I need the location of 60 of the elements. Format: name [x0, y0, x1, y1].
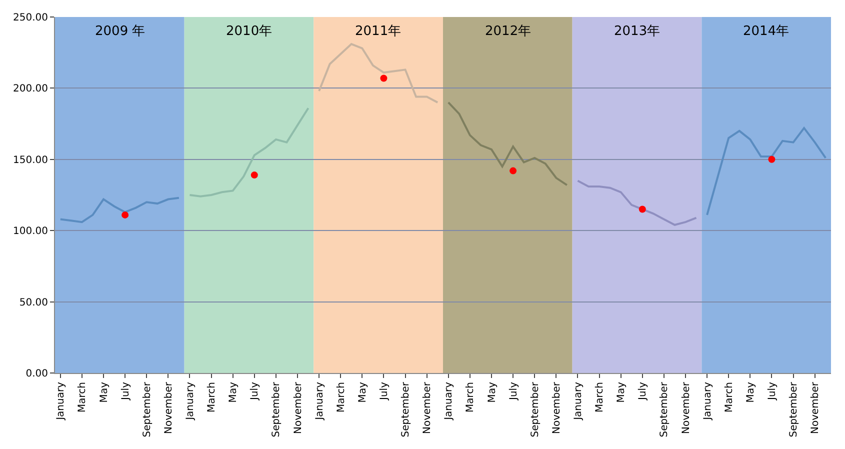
x-tick-label: May: [98, 382, 110, 403]
y-tick-label: 0.00: [26, 368, 48, 380]
x-tick-label: September: [659, 381, 670, 438]
line-series: [576, 180, 698, 226]
x-tick-label: July: [766, 382, 778, 401]
line-series: [188, 107, 310, 198]
y-tick-label: 50.00: [19, 297, 48, 308]
x-tick-label: March: [206, 382, 218, 412]
annotation: 2009 年: [95, 24, 146, 39]
x-tick-label: November: [810, 381, 822, 434]
line-series: [706, 127, 827, 216]
x-tick-label: March: [336, 382, 347, 412]
x-tick-label: May: [616, 382, 628, 403]
x-tick-label: July: [638, 382, 649, 401]
x-tick-label: March: [77, 382, 88, 412]
x-tick-label: November: [422, 381, 434, 434]
x-tick-label: September: [400, 381, 412, 438]
x-tick-label: November: [680, 381, 692, 434]
point: [122, 211, 129, 218]
point: [638, 206, 646, 213]
annotation: 2014年: [743, 24, 790, 39]
line-series: [59, 196, 180, 224]
point: [380, 74, 388, 82]
x-tick-label: September: [788, 381, 800, 438]
point: [768, 156, 776, 163]
x-tick-label: May: [228, 382, 240, 403]
x-tick-label: July: [508, 382, 520, 401]
x-tick-label: May: [745, 382, 756, 403]
x-tick-label: November: [163, 381, 174, 434]
x-tick-label: November: [551, 381, 562, 434]
annotation: 2013年: [614, 24, 660, 39]
x-tick-label: March: [594, 382, 606, 412]
x-tick-label: September: [142, 381, 153, 438]
x-tick-label: March: [724, 382, 735, 412]
y-tick-label: 100.00: [13, 226, 48, 238]
x-tick-label: September: [271, 381, 282, 438]
x-tick-label: May: [486, 382, 498, 403]
x-tick-label: January: [444, 382, 455, 421]
point: [250, 172, 258, 179]
x-tick-label: January: [572, 382, 584, 421]
annotation: 2011年: [355, 24, 402, 39]
x-tick-label: July: [250, 382, 261, 401]
x-tick-label: November: [292, 381, 304, 434]
x-tick-label: January: [184, 382, 196, 421]
annotation: 2010年: [226, 24, 272, 39]
point: [510, 167, 517, 174]
annotation: 2012年: [485, 24, 532, 39]
x-tick-label: July: [378, 382, 390, 401]
y-tick-label: 150.00: [13, 154, 48, 166]
x-tick-label: July: [120, 382, 132, 401]
x-tick-label: March: [465, 382, 476, 412]
x-tick-label: September: [530, 381, 541, 438]
x-tick-label: May: [357, 382, 368, 403]
y-tick-label: 250.00: [13, 12, 48, 24]
x-tick-label: January: [314, 382, 326, 421]
x-tick-label: January: [56, 382, 67, 421]
y-tick-label: 200.00: [13, 84, 48, 95]
line-series: [447, 101, 568, 186]
line-series: [318, 43, 439, 104]
x-tick-label: January: [702, 382, 714, 421]
